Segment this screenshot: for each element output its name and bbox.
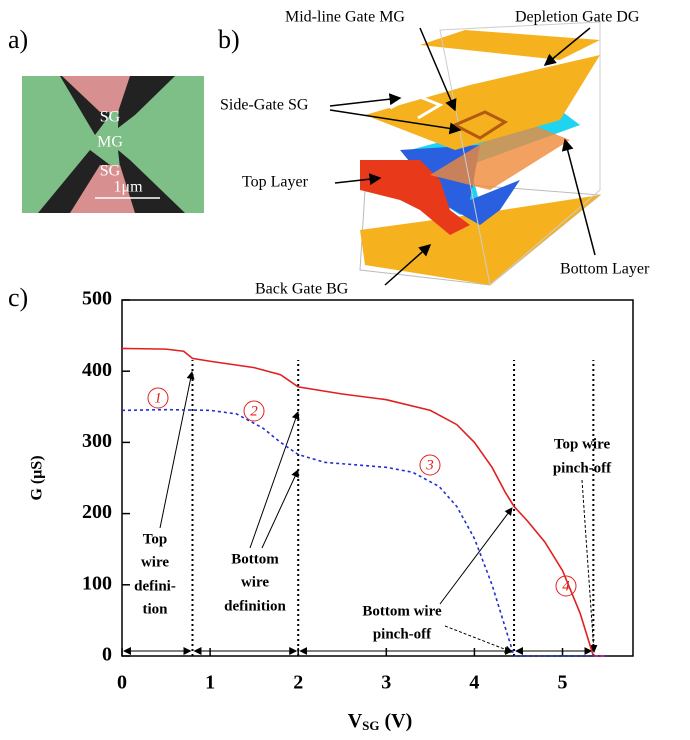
x-axis-label-unit: (V) (380, 710, 413, 732)
diagram-label: Bottom Layer (560, 261, 650, 278)
panel-label: b) (218, 25, 240, 54)
x-tick-label: 5 (558, 672, 568, 694)
annotation-text: pinch-off (373, 626, 432, 642)
diagram-label: Mid-line Gate MG (285, 9, 405, 26)
figure: a) SG MG SG 1μm b) Mid-line Gate MG Depl… (0, 0, 690, 740)
annotation-text: pinch-off (553, 460, 612, 476)
annotation-text: wire (141, 554, 169, 570)
x-tick-label: 2 (293, 672, 303, 694)
scale-label: 1μm (113, 179, 143, 196)
device-diagram (360, 22, 600, 285)
annotation: Top wire defini- tion Bottom wire defini… (134, 436, 612, 642)
y-tick-label: 100 (82, 572, 112, 594)
y-tick-label: 200 (82, 501, 112, 523)
y-tick-label: 300 (82, 430, 112, 452)
x-axis-label: VSG (V) (348, 710, 413, 733)
x-axis-label-main: V (348, 710, 363, 732)
x-tick-label: 0 (117, 672, 127, 694)
x-tick-label: 3 (381, 672, 391, 694)
region-label: 3 (425, 457, 434, 473)
region-label: 2 (250, 403, 258, 419)
y-axis-label: G (μS) (29, 455, 46, 500)
panel-label: c) (8, 283, 28, 312)
y-tick-label: 400 (82, 359, 112, 381)
annotation-text: Bottom (231, 551, 279, 567)
sem-label: SG (100, 109, 121, 126)
diagram-label: Top Layer (242, 174, 309, 191)
annotation-text: wire (241, 574, 269, 590)
annotation-text: defini- (134, 578, 176, 594)
region-label: 4 (562, 578, 570, 594)
x-tick-label: 1 (205, 672, 215, 694)
y-tick-label: 500 (82, 288, 112, 310)
y-tick-label: 0 (102, 644, 112, 666)
diagram-label: Back Gate BG (255, 281, 349, 298)
sem-label: MG (97, 134, 123, 151)
annotation-text: tion (142, 601, 168, 617)
annotation-text: Top wire (554, 436, 611, 452)
panel-label: a) (8, 25, 28, 54)
sem-label: SG (100, 163, 121, 180)
annotation-text: Bottom wire (362, 603, 442, 619)
x-axis-label-sub: SG (362, 718, 379, 733)
diagram-label: Depletion Gate DG (515, 9, 640, 26)
diagram-label: Side-Gate SG (220, 97, 309, 114)
annotation-text: definition (224, 598, 286, 614)
x-tick-label: 4 (469, 672, 479, 694)
region-label: 1 (154, 390, 162, 406)
annotation-text: Top (143, 531, 167, 547)
